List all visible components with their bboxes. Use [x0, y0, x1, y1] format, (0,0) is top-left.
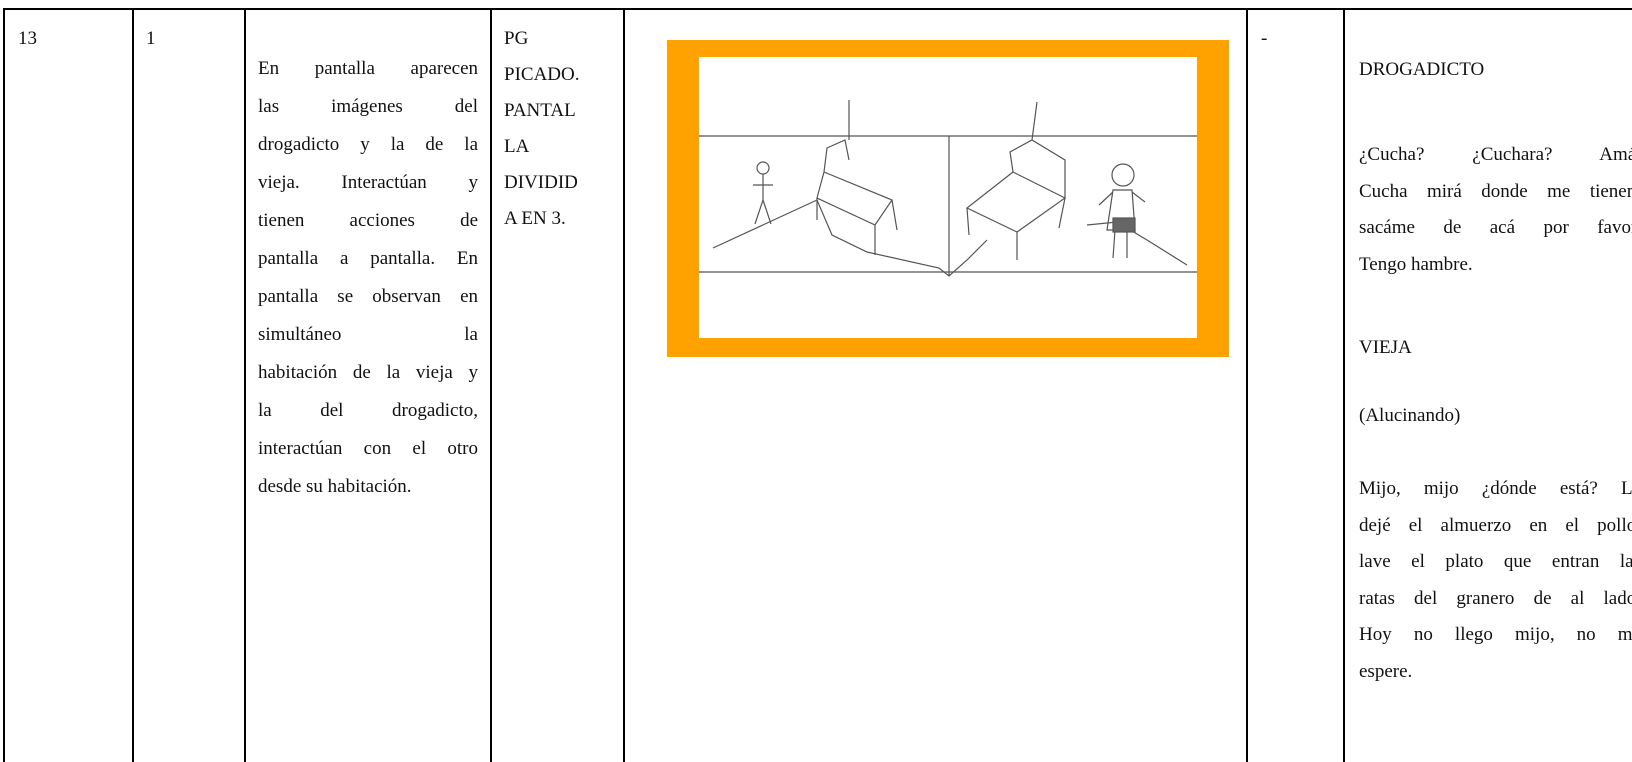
dialogue-line: lave el plato que entran las — [1359, 551, 1632, 572]
description-line: drogadicto y la de la — [258, 134, 478, 155]
dialogue-line: sacáme de acá por favor. — [1359, 217, 1632, 238]
shot-type-line: DIVIDID — [504, 172, 578, 193]
sketch — [699, 100, 1197, 277]
dialogue-line: dejé el almuerzo en el pollo, — [1359, 514, 1632, 536]
shot-type-line: A EN 3. — [504, 208, 566, 229]
dialogue-cell: DROGADICTO ¿Cucha? ¿Cuchara? Amá. Cucha mi… — [1345, 10, 1632, 762]
dialogue-line: ratas del granero de al lado. — [1359, 587, 1632, 609]
table-border — [3, 8, 1632, 10]
frame-inner — [699, 57, 1197, 338]
shot-type-line: PG — [504, 28, 529, 49]
speaker: VIEJA — [1359, 337, 1412, 358]
storyboard-frame — [667, 40, 1229, 357]
dialogue-line: Cucha mirá donde me tienen, — [1359, 180, 1632, 202]
dialogue-line: Mijo, mijo ¿dónde está? Le — [1359, 478, 1632, 499]
description-line: En pantalla aparecen — [258, 58, 478, 79]
sound: - — [1261, 28, 1268, 49]
dialogue-line: Tengo hambre. — [1359, 253, 1473, 275]
shot-number: 1 — [146, 28, 156, 49]
shot-type-line: PANTAL — [504, 100, 576, 121]
shot-type-line: PICADO. — [504, 64, 580, 85]
dialogue-line: Hoy no llego mijo, no me — [1359, 624, 1632, 645]
column-border — [3, 8, 5, 762]
column-border — [244, 8, 246, 762]
description-line: simultáneo la — [258, 324, 478, 345]
shot-type-line: LA — [504, 136, 530, 157]
description-line: pantalla se observan en — [258, 286, 478, 307]
column-border — [132, 8, 134, 762]
column-border — [623, 8, 625, 762]
description-line: la del drogadicto, — [258, 400, 478, 421]
description-line: desde su habitación. — [258, 476, 412, 497]
column-border — [490, 8, 492, 762]
scene-number: 13 — [18, 28, 37, 49]
description-line: vieja. Interactúan y — [258, 172, 478, 193]
description-line: pantalla a pantalla. En — [258, 248, 478, 269]
column-border — [1246, 8, 1248, 762]
description-line: tienen acciones de — [258, 210, 478, 231]
dialogue-line: espere. — [1359, 660, 1413, 682]
description-line: interactúan con el otro — [258, 438, 478, 459]
speaker: DROGADICTO — [1359, 59, 1485, 80]
description-line: las imágenes del — [258, 96, 478, 117]
stage-direction: (Alucinando) — [1359, 405, 1461, 426]
description-line: habitación de la vieja y — [258, 362, 478, 383]
column-border — [1343, 8, 1345, 762]
dialogue-line: ¿Cucha? ¿Cuchara? Amá. — [1359, 144, 1632, 165]
